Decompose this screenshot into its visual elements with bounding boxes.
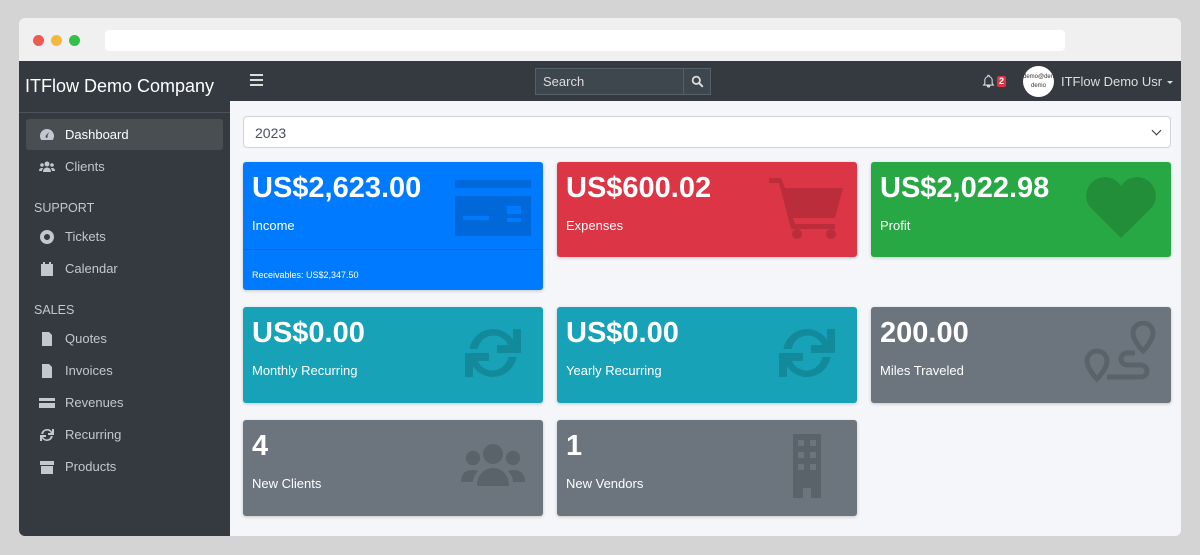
card-label: Miles Traveled — [880, 363, 964, 378]
shopping-cart-icon — [769, 176, 845, 240]
life-ring-icon — [38, 229, 56, 245]
sidebar-item-invoices[interactable]: Invoices — [26, 355, 223, 386]
search-button[interactable] — [684, 68, 711, 95]
route-icon — [1083, 320, 1159, 385]
minimize-dot[interactable] — [51, 35, 62, 46]
card-value: US$2,623.00 — [252, 172, 422, 204]
card-value: US$2,022.98 — [880, 172, 1050, 204]
sidebar-item-label: Revenues — [65, 395, 124, 410]
sidebar-item-products[interactable]: Products — [26, 451, 223, 482]
sidebar-item-revenues[interactable]: Revenues — [26, 387, 223, 418]
receivables-text: Receivables: US$2,347.50 — [252, 270, 359, 280]
file-icon — [38, 331, 56, 347]
profit-card[interactable]: US$2,022.98 Profit — [871, 162, 1171, 257]
income-card[interactable]: US$2,623.00 Income Receivables: US$2,347… — [243, 162, 543, 290]
sales-header: SALES — [34, 303, 75, 317]
sidebar-item-label: Invoices — [65, 363, 113, 378]
miles-traveled-card[interactable]: 200.00 Miles Traveled — [871, 307, 1171, 403]
credit-card-icon — [455, 180, 531, 236]
year-select-value: 2023 — [255, 125, 287, 141]
monthly-recurring-card[interactable]: US$0.00 Monthly Recurring — [243, 307, 543, 403]
sidebar-item-label: Clients — [65, 159, 105, 174]
card-label: Expenses — [566, 218, 624, 233]
card-value: 1 — [566, 430, 583, 462]
chevron-down-icon — [1151, 125, 1162, 136]
new-vendors-card[interactable]: 1 New Vendors — [557, 420, 857, 516]
expenses-card[interactable]: US$600.02 Expenses — [557, 162, 857, 257]
card-value: US$600.02 — [566, 172, 712, 204]
users-icon — [455, 434, 531, 498]
sidebar-item-calendar[interactable]: Calendar — [26, 253, 223, 284]
calendar-icon — [38, 261, 56, 277]
sidebar-item-tickets[interactable]: Tickets — [26, 221, 223, 252]
card-label: New Vendors — [566, 476, 644, 491]
card-label: Yearly Recurring — [566, 363, 662, 378]
sidebar-item-label: Quotes — [65, 331, 107, 346]
user-menu[interactable]: ITFlow Demo Usr — [1061, 74, 1175, 89]
search-form — [535, 68, 711, 95]
invoice-icon — [38, 363, 56, 379]
card-label: Income — [252, 218, 295, 233]
new-clients-card[interactable]: 4 New Clients — [243, 420, 543, 516]
credit-card-icon — [38, 395, 56, 411]
card-label: Profit — [880, 218, 911, 233]
top-navbar: 2 demo@demo demo ITFlow Demo Usr — [230, 61, 1181, 101]
search-input[interactable] — [535, 68, 684, 95]
sync-icon — [38, 427, 56, 443]
tachometer-icon — [38, 127, 56, 143]
avatar[interactable]: demo@demo demo — [1023, 66, 1054, 97]
sync-icon — [769, 321, 845, 385]
card-value: 200.00 — [880, 317, 969, 349]
bell-icon[interactable] — [982, 74, 995, 88]
box-icon — [38, 459, 56, 475]
sidebar-item-quotes[interactable]: Quotes — [26, 323, 223, 354]
brand[interactable]: ITFlow Demo Company — [19, 61, 230, 113]
yearly-recurring-card[interactable]: US$0.00 Yearly Recurring — [557, 307, 857, 403]
card-label: Monthly Recurring — [252, 363, 358, 378]
year-select[interactable]: 2023 — [243, 116, 1171, 148]
menu-toggle-icon[interactable] — [250, 74, 263, 86]
building-icon — [769, 434, 845, 498]
heart-icon — [1083, 176, 1159, 240]
notification-badge: 2 — [997, 76, 1007, 87]
sidebar-item-label: Tickets — [65, 229, 106, 244]
search-icon — [691, 75, 703, 88]
caret-down-icon — [1167, 81, 1174, 84]
sidebar: ITFlow Demo Company Dashboard Clients SU… — [19, 61, 230, 536]
card-value: 4 — [252, 430, 269, 462]
sidebar-item-label: Recurring — [65, 427, 122, 442]
users-icon — [38, 159, 56, 175]
support-header: SUPPORT — [34, 201, 95, 215]
address-bar[interactable] — [105, 30, 1065, 51]
sidebar-item-label: Products — [65, 459, 117, 474]
sync-icon — [455, 321, 531, 385]
card-label: New Clients — [252, 476, 322, 491]
close-dot[interactable] — [33, 35, 44, 46]
sidebar-item-dashboard[interactable]: Dashboard — [26, 119, 223, 150]
card-value: US$0.00 — [252, 317, 365, 349]
sidebar-item-clients[interactable]: Clients — [26, 151, 223, 182]
card-value: US$0.00 — [566, 317, 679, 349]
sidebar-item-label: Dashboard — [65, 127, 129, 142]
maximize-dot[interactable] — [69, 35, 80, 46]
sidebar-item-recurring[interactable]: Recurring — [26, 419, 223, 450]
user-name: ITFlow Demo Usr — [1061, 74, 1163, 89]
sidebar-item-label: Calendar — [65, 261, 118, 276]
browser-window: ITFlow Demo Company Dashboard Clients SU… — [19, 18, 1181, 536]
